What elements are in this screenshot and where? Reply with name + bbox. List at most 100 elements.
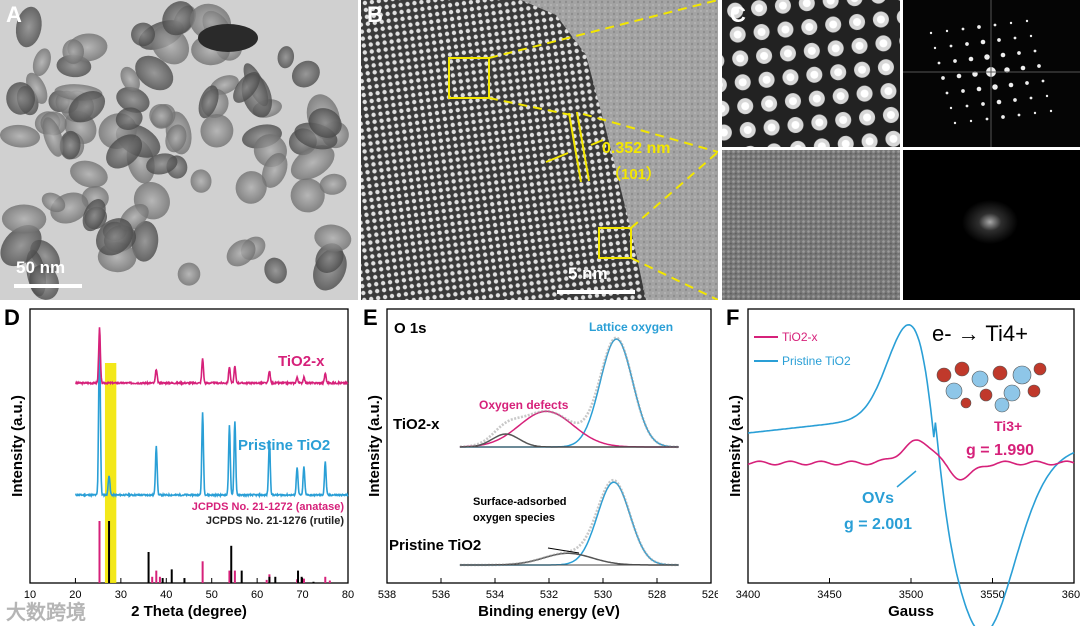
x-tick-label: 528: [648, 589, 666, 601]
panel-label-c: C: [730, 2, 746, 27]
x-tick-label: 30: [115, 589, 127, 601]
fft-spot: [977, 25, 981, 29]
nanoparticle: [190, 169, 212, 193]
x-tick-label: 3500: [899, 589, 923, 601]
lattice-oxygen-annotation: Lattice oxygen: [589, 320, 673, 334]
pristine-block-label: Pristine TiO2: [389, 537, 481, 554]
tem-particles: [0, 0, 358, 300]
legend-label-pristine: Pristine TiO2: [782, 354, 851, 368]
nanoparticle: [233, 71, 260, 103]
atom: [992, 365, 1008, 381]
panel-b-hrtem-image: B 0.352 nm （101） 5 nm: [361, 0, 718, 300]
y-axis-label: Intensity (a.u.): [9, 395, 26, 497]
fft-spot: [976, 86, 982, 92]
d-spacing-label: 0.352 nm: [602, 140, 671, 157]
fft-spot: [1013, 36, 1017, 40]
nanoparticle: [135, 55, 174, 91]
fft-spot: [996, 99, 1002, 105]
nanoparticle: [226, 239, 256, 267]
nanoparticle: [59, 130, 81, 160]
fft-spot: [953, 121, 957, 125]
nanoparticle: [290, 145, 335, 181]
x-tick-label: 530: [594, 589, 612, 601]
x-axis-label: 2 Theta (degree): [131, 603, 247, 620]
legend-label-tio2-x: TiO2-x: [782, 330, 818, 344]
atom: [960, 397, 972, 409]
fft-spot: [992, 84, 998, 90]
nanoparticle: [277, 46, 295, 69]
fft-spot: [965, 42, 969, 46]
x-tick-label: 70: [296, 589, 308, 601]
nanoparticle: [82, 199, 106, 232]
fft-spot: [933, 46, 937, 50]
pristine-tio2-line: [74, 329, 349, 499]
fft-spot: [984, 54, 990, 60]
nanoparticle: [319, 173, 347, 195]
atom: [954, 361, 970, 377]
g-ti3-annotation: g = 1.990: [966, 442, 1034, 459]
surface-adsorbed-annotation: Surface-adsorbed oxygen species: [473, 496, 567, 524]
fft-spot: [1037, 64, 1041, 68]
nanoparticle: [261, 152, 288, 188]
annotation-arrow: [547, 547, 580, 554]
fft-spot: [972, 71, 978, 77]
panel-d-xrd-chart: 10 20 30 40 50 60 70 80 2 Theta (degree) Intensit…: [0, 303, 358, 626]
atom: [1012, 365, 1032, 385]
nanoparticle: [291, 60, 320, 88]
panel-label-e: E: [363, 305, 378, 330]
nanoparticle: [177, 262, 201, 286]
tio2x-raw-data: [459, 336, 679, 449]
fft-spot: [949, 106, 953, 110]
nanoparticle: [290, 178, 325, 213]
xrd-plot: 10 20 30 40 50 60 70 80 2 Theta (degree) Intensit…: [9, 308, 354, 620]
nanoparticle: [314, 224, 352, 252]
nanoparticle: [68, 90, 106, 123]
nanoparticle: [162, 1, 195, 36]
tio2-x-epr-line: [747, 439, 1075, 481]
nanoparticle: [131, 22, 155, 47]
nanoparticle: [120, 66, 140, 92]
atom: [994, 397, 1010, 413]
nanoparticle: [165, 124, 187, 153]
x-tick-label: 20: [69, 589, 81, 601]
x-tick-label: 3550: [980, 589, 1004, 601]
fft-spot: [1009, 21, 1013, 25]
fft-spot: [1017, 113, 1021, 117]
fft-spot: [985, 117, 989, 121]
fft-spot: [1033, 49, 1037, 53]
nanoparticle: [1, 204, 47, 234]
fft-spot: [945, 91, 949, 95]
fft-spot: [945, 29, 949, 33]
nanoparticle: [115, 107, 143, 130]
ovs-arrow: [896, 470, 917, 488]
panel-f-epr-chart: 3400 3450 3500 3550 3600 Gauss Intensity (a.u.…: [722, 303, 1080, 626]
x-tick-label: 526: [702, 589, 718, 601]
panel-label-f: F: [726, 305, 740, 330]
lattice-plane-label: （101）: [606, 166, 662, 183]
x-tick-label: 10: [24, 589, 36, 601]
x-tick-label: 532: [540, 589, 558, 601]
nanoparticle: [149, 104, 173, 128]
panel-label-b: B: [367, 2, 383, 27]
nanoparticle: [42, 117, 64, 157]
fft-spot: [1033, 111, 1037, 115]
g-ovs-annotation: g = 2.001: [844, 516, 912, 533]
xps-plot: 538 536 534 532 530 528 526 Binding energy (eV)…: [366, 308, 718, 620]
ovs-annotation: OVs: [862, 490, 894, 507]
nanoparticle: [0, 124, 41, 148]
nanoparticle: [264, 257, 287, 284]
tio2-x-series-label: TiO2-x: [278, 353, 325, 370]
nanoparticle: [15, 6, 42, 48]
nanoparticle: [62, 39, 85, 64]
nanoparticle: [96, 218, 133, 256]
y-axis-label: Intensity (a.u.): [727, 395, 744, 497]
panel-label-a: A: [6, 2, 22, 27]
fft-spot: [1041, 79, 1045, 83]
nanoparticle: [198, 24, 258, 52]
nanoparticle: [6, 82, 36, 115]
highlight-band: [104, 363, 117, 583]
oxygen-defects-annotation: Oxygen defects: [479, 398, 569, 412]
fft-spot: [1017, 51, 1021, 55]
selection-boxes: [448, 57, 632, 259]
pristine-tio2-epr-line: [747, 323, 1075, 626]
